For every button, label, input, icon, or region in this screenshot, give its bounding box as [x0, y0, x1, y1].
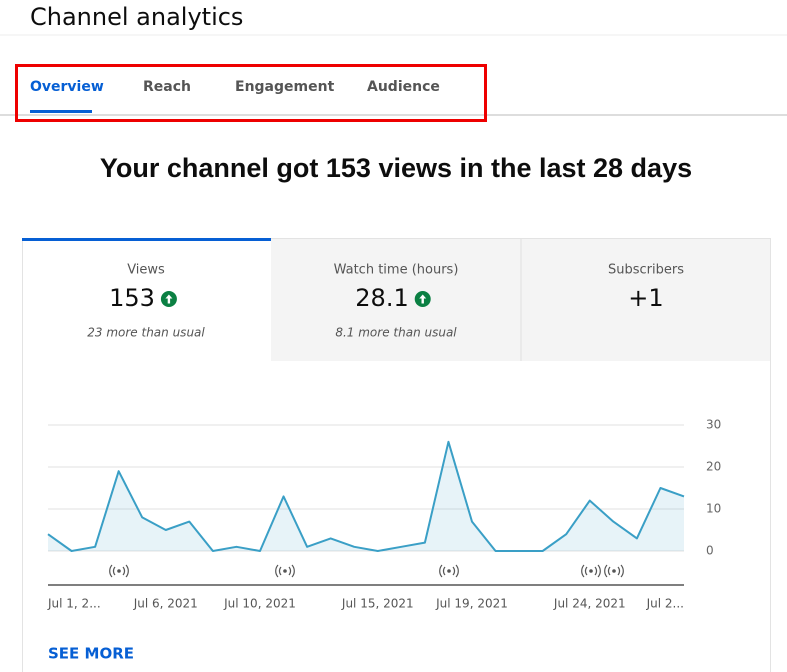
- x-tick-label: Jul 15, 2021: [341, 597, 414, 611]
- active-tab-indicator: [30, 110, 92, 113]
- metric-note: 8.1 more than usual: [335, 326, 457, 340]
- x-tick-label: Jul 19, 2021: [435, 597, 508, 611]
- metric-label: Views: [127, 263, 165, 278]
- area: [48, 441, 684, 551]
- metric-value: 153: [109, 284, 155, 312]
- tab[interactable]: Reach: [143, 79, 191, 95]
- x-tick-label: Jul 2...: [646, 597, 684, 611]
- line: [47, 440, 685, 552]
- chart: 0 10 20 30 Jul 1, 2... Jul 6, 2021 Jul 10, 202…: [47, 418, 721, 611]
- trend-up-icon: [414, 291, 431, 307]
- metric-label: Watch time (hours): [334, 263, 459, 278]
- upload-icon: [604, 564, 624, 578]
- upload-markers: [109, 564, 624, 578]
- trend-up-icon: [160, 291, 177, 307]
- upload-icon: [439, 564, 459, 578]
- highlight-box: [15, 64, 487, 122]
- x-tick-label: Jul 1, 2...: [47, 597, 101, 611]
- x-tick-label: Jul 10, 2021: [223, 597, 296, 611]
- tab[interactable]: Audience: [367, 79, 440, 95]
- headline: Your channel got 153 views in the last 2…: [100, 153, 692, 183]
- metric-label: Subscribers: [608, 263, 684, 278]
- x-tick-label: Jul 24, 2021: [553, 597, 626, 611]
- upload-icon: [275, 564, 295, 578]
- metric-value: 28.1: [355, 284, 408, 312]
- y-tick-label: 20: [706, 460, 721, 474]
- x-tick-label: Jul 6, 2021: [133, 597, 198, 611]
- page-title: Channel analytics: [30, 3, 243, 31]
- metric-value: +1: [628, 284, 663, 312]
- icon-arrow: [419, 294, 427, 304]
- see-more-link[interactable]: SEE MORE: [48, 645, 134, 663]
- upload-icon: [109, 564, 129, 578]
- y-tick-label: 10: [706, 502, 721, 516]
- tab-bar: Overview Reach Engagement Audience: [30, 79, 440, 95]
- metric-tab-indicator: [22, 238, 271, 241]
- tab[interactable]: Overview: [30, 79, 104, 95]
- upload-icon: [581, 564, 601, 578]
- y-tick-label: 0: [706, 544, 714, 558]
- metric-note: 23 more than usual: [87, 326, 205, 340]
- metrics: Views 153 23 more than usual Watch time (ho…: [87, 263, 684, 340]
- y-tick-label: 30: [706, 418, 721, 432]
- tab[interactable]: Engagement: [235, 79, 335, 95]
- icon-arrow: [165, 294, 173, 304]
